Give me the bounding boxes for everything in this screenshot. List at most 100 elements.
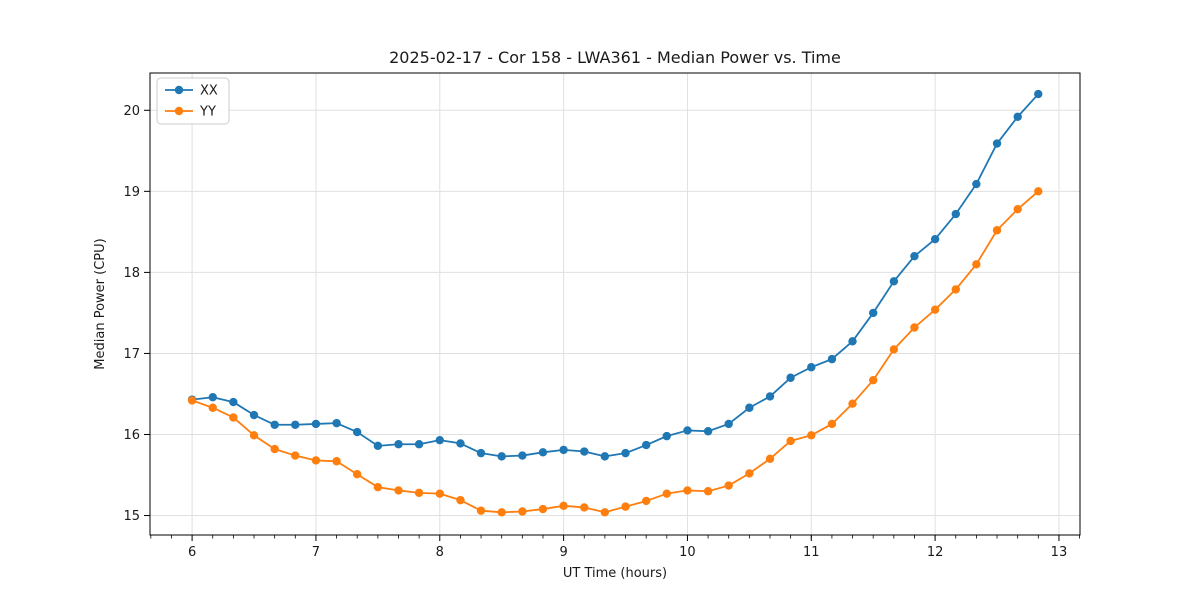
series-yy-point — [291, 451, 300, 460]
legend-entry-yy: YY — [165, 105, 216, 120]
series-yy-point — [270, 444, 279, 454]
y-tick-label: 15 — [123, 509, 140, 524]
series-xx-point — [889, 277, 899, 286]
series-yy-point — [1034, 187, 1043, 196]
series-xx-point — [373, 441, 383, 451]
series-yy-point — [951, 285, 960, 294]
series-xx-point — [992, 139, 1002, 148]
series-yy-point — [807, 431, 816, 440]
series-xx-point — [1013, 112, 1022, 121]
x-tick-label: 7 — [312, 545, 320, 560]
series-yy-point — [208, 403, 217, 412]
series-yy-point — [559, 501, 568, 511]
series-xx-point — [518, 451, 527, 460]
series-yy-point — [745, 469, 754, 478]
series-yy-point — [332, 457, 341, 466]
series-yy-point — [476, 506, 486, 515]
x-tick-label: 13 — [1051, 545, 1068, 560]
legend-marker — [174, 106, 184, 116]
series-xx-point — [229, 397, 238, 407]
series-yy-point — [229, 413, 238, 422]
series-yy-point — [311, 456, 321, 465]
series-xx-point — [827, 354, 837, 364]
series-xx-point — [270, 420, 279, 429]
series-xx-point — [765, 392, 775, 401]
series-yy-point — [580, 503, 589, 512]
series-yy-point — [642, 496, 651, 506]
series-xx-point — [683, 426, 692, 435]
series-yy-point — [187, 396, 197, 405]
series-yy-point — [414, 488, 424, 498]
series-yy-point — [868, 375, 878, 385]
series-xx-point — [559, 445, 568, 455]
x-tick-label: 8 — [436, 545, 444, 560]
series-xx-point — [476, 448, 486, 458]
legend-marker — [174, 85, 184, 95]
series-yy-point — [621, 502, 630, 511]
series-xx-point — [786, 373, 795, 382]
series-xx-point — [291, 420, 300, 429]
series-yy-point — [662, 489, 671, 498]
series-yy-point — [765, 454, 775, 464]
series-yy-line — [191, 190, 1039, 514]
axes-spines — [149, 72, 1081, 536]
series-yy-point — [703, 487, 713, 496]
y-axis-label: Median Power (CPU) — [93, 238, 108, 369]
series-xx-point — [352, 427, 362, 437]
series-xx-point — [497, 452, 506, 461]
legend-box — [156, 77, 230, 125]
series-xx — [187, 89, 1043, 461]
x-tick-label: 10 — [679, 545, 696, 560]
series-xx-point — [311, 419, 321, 429]
axis-ticks: 6 7 8 9 10 11 12 13 15 16 17 18 19 20 — [123, 104, 1080, 560]
series-xx-point — [703, 427, 713, 436]
series-xx-point — [848, 337, 857, 346]
series-yy-point — [1013, 204, 1022, 214]
legend-label: XX — [200, 84, 218, 99]
chart-title: 2025-02-17 - Cor 158 - LWA361 - Median P… — [389, 48, 841, 67]
series-xx-point — [621, 448, 630, 458]
series-xx-point — [972, 179, 981, 189]
series-yy-point — [518, 507, 527, 516]
series-yy-point — [435, 489, 444, 498]
x-tick-label: 9 — [559, 545, 567, 560]
series-yy-point — [827, 419, 837, 429]
series-yy-point — [992, 226, 1002, 235]
series-xx-point — [642, 440, 651, 450]
series-yy-point — [538, 504, 548, 514]
x-tick-label: 11 — [803, 545, 820, 560]
series-yy-point — [972, 260, 981, 269]
series-xx-point — [538, 448, 548, 457]
series-yy-point — [497, 508, 506, 517]
series-yy-point — [373, 482, 383, 492]
series-xx-point — [930, 234, 940, 244]
series-yy-point — [930, 305, 940, 314]
series-xx-line — [191, 93, 1039, 458]
series-xx-point — [394, 440, 403, 449]
series-xx-point — [414, 440, 424, 449]
series-xx-point — [910, 251, 919, 261]
series-xx-point — [249, 410, 259, 420]
series-xx-point — [208, 393, 217, 402]
series-yy-point — [786, 436, 795, 446]
series-xx-point — [745, 403, 754, 412]
series-yy-point — [352, 470, 362, 479]
series-yy-point — [683, 486, 692, 495]
series-yy-point — [910, 323, 919, 332]
series-yy-point — [249, 431, 259, 440]
y-tick-label: 20 — [123, 104, 140, 119]
series-xx-point — [1034, 89, 1043, 99]
series-xx-point — [951, 209, 960, 219]
series-yy-point — [724, 481, 733, 490]
series-xx-point — [662, 431, 671, 441]
series-yy-point — [394, 486, 403, 495]
plot-border — [149, 72, 1081, 536]
x-tick-label: 12 — [927, 545, 944, 560]
series-xx-point — [724, 419, 733, 429]
legend-entry-xx: XX — [165, 84, 218, 99]
data-series — [187, 89, 1043, 517]
legend-label: YY — [199, 105, 216, 120]
series-yy-point — [889, 345, 899, 354]
